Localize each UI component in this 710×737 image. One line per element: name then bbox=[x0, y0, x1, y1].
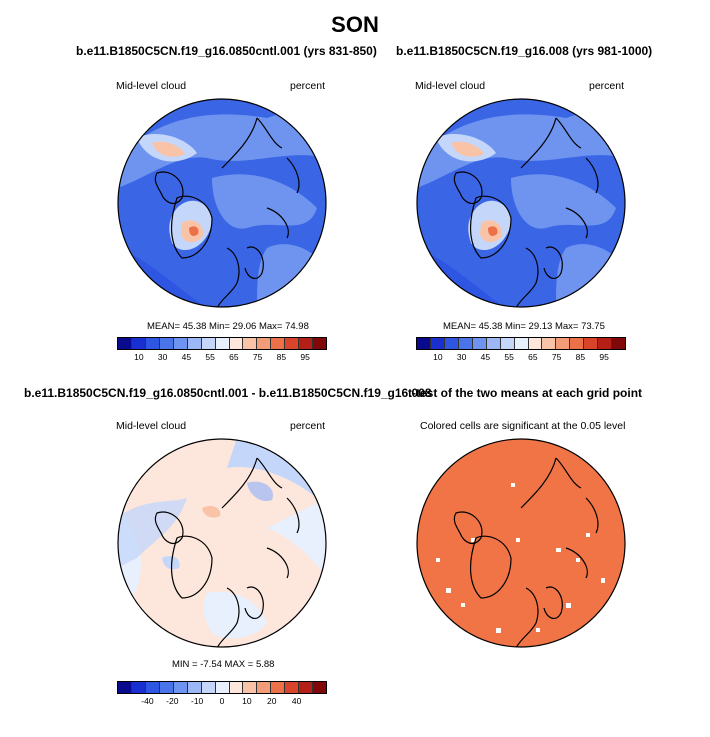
colorbar-bottom-left-tick-label: 20 bbox=[266, 696, 277, 706]
colorbar-top-right-swatch bbox=[430, 338, 445, 349]
season-title: SON bbox=[331, 12, 379, 37]
colorbar-bottom-left-tick-label: -10 bbox=[191, 696, 204, 706]
units-label-bottom-left: percent bbox=[290, 420, 326, 432]
colorbar-top-right-swatch bbox=[417, 338, 431, 349]
colorbar-top-left-tick-label: 30 bbox=[157, 352, 168, 362]
colorbar-top-left-tick-label: 85 bbox=[276, 352, 287, 362]
colorbar-bottom-left-swatch bbox=[313, 682, 327, 693]
colorbar-top-left-swatch bbox=[257, 338, 272, 349]
colorbar-top-right-tick-label: 65 bbox=[528, 352, 538, 362]
colorbar-top-left-swatch bbox=[118, 338, 132, 349]
colorbar-top-right-swatch bbox=[486, 338, 501, 349]
units-label-top-right: percent bbox=[589, 80, 625, 92]
colorbar-bottom-left-swatch bbox=[215, 682, 230, 693]
panel-title-top-right: b.e11.B1850C5CN.f19_g16.008 (yrs 981-100… bbox=[396, 44, 653, 58]
colorbar-top-right-swatch bbox=[500, 338, 515, 349]
colorbar-bottom-left-swatch bbox=[201, 682, 216, 693]
variable-label-top-left: Mid-level cloud bbox=[116, 80, 187, 92]
colorbar-top-right-swatch bbox=[528, 338, 543, 349]
colorbar-top-left-tick-label: 65 bbox=[229, 352, 239, 362]
colorbar-top-left-swatch bbox=[299, 338, 314, 349]
colorbar-top-left-swatch bbox=[145, 338, 160, 349]
colorbar-bottom-left-swatch bbox=[243, 682, 258, 693]
stats-top-right: MEAN= 45.38 Min= 29.13 Max= 73.75 bbox=[443, 321, 605, 332]
colorbar-top-right-tick-label: 10 bbox=[433, 352, 443, 362]
colorbar-top-left-tick-label: 55 bbox=[205, 352, 215, 362]
colorbar-bottom-left-swatch bbox=[131, 682, 146, 693]
colorbar-top-left-tick-label: 75 bbox=[252, 352, 263, 362]
colorbar-top-right-swatch bbox=[584, 338, 599, 349]
colorbar-bottom-left: -40 -20 -10 0 10 20 40 bbox=[117, 681, 327, 706]
colorbar-top-left-swatch bbox=[187, 338, 202, 349]
colorbar-bottom-left-swatch bbox=[187, 682, 202, 693]
colorbar-top-left-tick-label: 10 bbox=[134, 352, 144, 362]
colorbar-bottom-left-swatch bbox=[271, 682, 286, 693]
panel-title-top-left: b.e11.B1850C5CN.f19_g16.0850cntl.001 (yr… bbox=[76, 44, 377, 58]
colorbar-top-right-swatch bbox=[458, 338, 473, 349]
colorbar-top-right-swatch bbox=[542, 338, 557, 349]
colorbar-bottom-left-tick-label: -40 bbox=[141, 696, 154, 706]
colorbar-top-right-tick-label: 95 bbox=[599, 352, 609, 362]
colorbar-top-left-swatch bbox=[201, 338, 216, 349]
panel-title-bottom-left: b.e11.B1850C5CN.f19_g16.0850cntl.001 - b… bbox=[24, 386, 432, 400]
colorbar-bottom-left-swatch bbox=[173, 682, 188, 693]
colorbar-top-left-swatch bbox=[243, 338, 258, 349]
colorbar-top-left-swatch bbox=[215, 338, 230, 349]
panel-title-bottom-right: t-test of the two means at each grid poi… bbox=[408, 386, 643, 400]
colorbar-top-right-swatch bbox=[570, 338, 585, 349]
colorbar-top-left-swatch bbox=[173, 338, 188, 349]
colorbar-bottom-left-tick-label: 40 bbox=[291, 696, 302, 706]
colorbar-top-left-tick-label: 95 bbox=[300, 352, 310, 362]
colorbar-top-left-swatch bbox=[131, 338, 146, 349]
colorbar-bottom-left-tick-label: 0 bbox=[219, 696, 225, 706]
stats-top-left: MEAN= 45.38 Min= 29.06 Max= 74.98 bbox=[147, 321, 309, 332]
polar-map-top-right bbox=[416, 98, 626, 308]
colorbar-top-left-swatch bbox=[285, 338, 300, 349]
colorbar-top-right-tick-label: 45 bbox=[480, 352, 491, 362]
colorbar-top-right-tick-label: 75 bbox=[551, 352, 562, 362]
colorbar-top-left-swatch bbox=[159, 338, 174, 349]
colorbar-bottom-left-swatch bbox=[299, 682, 314, 693]
colorbar-top-right-tick-label: 55 bbox=[504, 352, 514, 362]
colorbar-top-right-swatch bbox=[556, 338, 571, 349]
colorbar-bottom-left-swatch bbox=[285, 682, 300, 693]
variable-label-top-right: Mid-level cloud bbox=[415, 80, 486, 92]
colorbar-top-left-swatch bbox=[271, 338, 286, 349]
colorbar-top-right-swatch bbox=[514, 338, 529, 349]
colorbar-bottom-left-swatch bbox=[229, 682, 244, 693]
subtitle-bottom-right: Colored cells are significant at the 0.0… bbox=[420, 420, 626, 432]
colorbar-top-right-swatch bbox=[444, 338, 459, 349]
variable-label-bottom-left: Mid-level cloud bbox=[116, 420, 187, 432]
colorbar-top-left: 10 30 45 55 65 75 85 95 bbox=[117, 337, 327, 362]
colorbar-bottom-left-swatch bbox=[118, 682, 132, 693]
colorbar-top-right: 10 30 45 55 65 75 85 95 bbox=[416, 337, 626, 362]
polar-map-top-left bbox=[117, 98, 327, 308]
colorbar-top-left-swatch bbox=[313, 338, 327, 349]
colorbar-bottom-left-swatch bbox=[257, 682, 272, 693]
colorbar-top-left-tick-label: 45 bbox=[181, 352, 192, 362]
units-label-top-left: percent bbox=[290, 80, 326, 92]
stats-bottom-left: MIN = -7.54 MAX = 5.88 bbox=[172, 659, 275, 670]
colorbar-top-right-swatch bbox=[612, 338, 626, 349]
polar-map-bottom-right bbox=[416, 438, 626, 648]
colorbar-top-left-swatch bbox=[229, 338, 244, 349]
colorbar-bottom-left-swatch bbox=[145, 682, 160, 693]
polar-map-bottom-left bbox=[117, 438, 327, 648]
colorbar-bottom-left-tick-label: -20 bbox=[166, 696, 179, 706]
colorbar-top-right-swatch bbox=[598, 338, 613, 349]
colorbar-top-right-tick-label: 85 bbox=[575, 352, 586, 362]
colorbar-bottom-left-tick-label: 10 bbox=[242, 696, 252, 706]
colorbar-bottom-left-swatch bbox=[159, 682, 174, 693]
colorbar-top-right-tick-label: 30 bbox=[456, 352, 467, 362]
colorbar-top-right-swatch bbox=[472, 338, 487, 349]
